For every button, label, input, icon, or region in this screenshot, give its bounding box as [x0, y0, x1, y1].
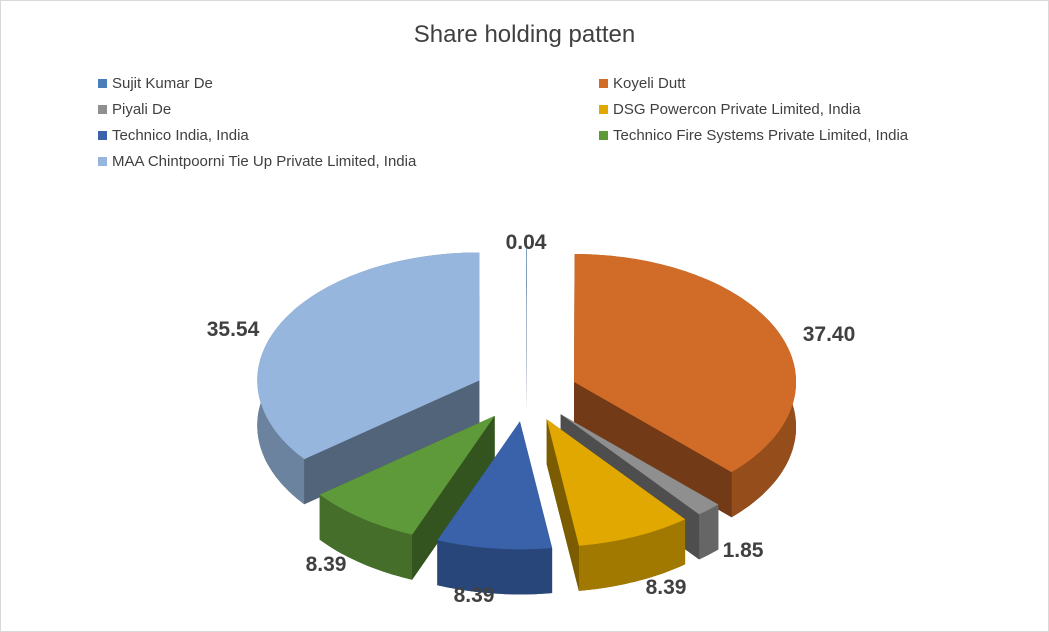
slice-top	[437, 421, 553, 550]
pie-slice	[546, 419, 686, 591]
data-label: 35.54	[207, 318, 260, 341]
legend-swatch	[599, 79, 608, 88]
data-label: 0.04	[506, 231, 547, 254]
legend-label: Koyeli Dutt	[613, 75, 686, 92]
legend-swatch	[98, 131, 107, 140]
slice-top	[560, 414, 719, 515]
legend-swatch	[98, 157, 107, 166]
legend-item: Koyeli Dutt	[599, 75, 686, 92]
slice-top	[526, 236, 527, 365]
data-label: 8.39	[306, 553, 347, 576]
pie-slice	[319, 415, 495, 580]
legend-label: MAA Chintpoorni Tie Up Private Limited, …	[112, 153, 417, 170]
legend-item: DSG Powercon Private Limited, India	[599, 101, 861, 118]
pie-slice	[526, 236, 527, 410]
legend-swatch	[599, 105, 608, 114]
slice-top	[319, 415, 495, 535]
data-label: 37.40	[803, 323, 856, 346]
legend-item: MAA Chintpoorni Tie Up Private Limited, …	[98, 153, 416, 170]
data-label: 8.39	[454, 584, 495, 607]
legend-swatch	[98, 79, 107, 88]
pie-slice	[437, 421, 553, 595]
slice-inner-wall	[304, 380, 480, 505]
slice-outer-wall	[578, 519, 686, 591]
slice-outer-wall	[699, 504, 719, 560]
slice-top	[574, 254, 796, 473]
slice-top	[257, 252, 480, 460]
chart-title: Share holding patten	[413, 21, 636, 48]
data-label: 1.85	[723, 539, 764, 562]
slice-outer-wall	[437, 540, 553, 595]
data-label: 8.39	[646, 576, 687, 599]
legend-label: DSG Powercon Private Limited, India	[613, 101, 861, 118]
slice-outer-wall	[319, 494, 413, 580]
legend-swatch	[599, 131, 608, 140]
legend-label: Piyali De	[112, 101, 172, 118]
legend-swatch	[98, 105, 107, 114]
legend-label: Technico Fire Systems Private Limited, I…	[613, 127, 909, 144]
slice-inner-wall	[546, 419, 579, 591]
legend-item: Sujit Kumar De	[98, 75, 213, 92]
pie-slice	[257, 252, 480, 505]
legend-label: Technico India, India	[112, 127, 249, 144]
slice-inner-wall	[574, 382, 732, 518]
legend-item: Piyali De	[98, 101, 171, 118]
legend-label: Sujit Kumar De	[112, 75, 213, 92]
legend-item: Technico Fire Systems Private Limited, I…	[599, 127, 908, 144]
pie-slice	[574, 254, 796, 518]
slice-top	[546, 419, 686, 546]
legend-item: Technico India, India	[98, 127, 249, 144]
